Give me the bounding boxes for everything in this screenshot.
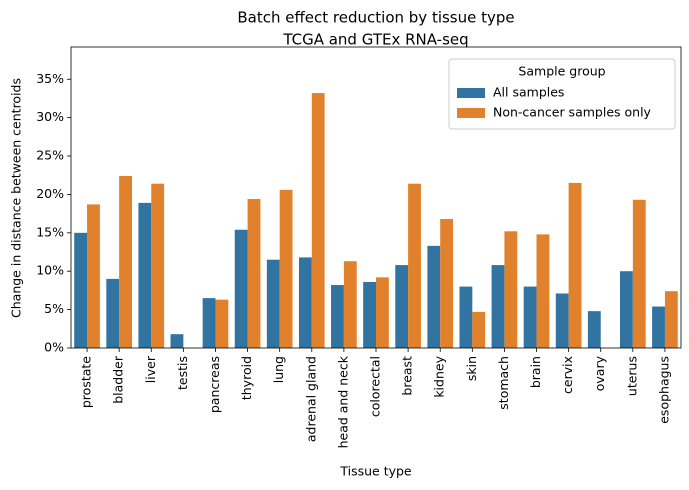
bar [343,261,357,348]
bar [472,311,486,348]
bar [215,299,229,348]
x-tick-label: uterus [624,356,639,396]
legend-box [448,58,676,130]
y-tick-label: 5% [44,301,64,316]
y-tick-label: 30% [36,109,64,124]
bar [440,219,454,348]
y-tick-label: 25% [36,148,64,163]
bar [266,259,280,348]
bar [408,183,421,348]
x-tick-label: prostate [79,356,94,408]
y-tick-label: 35% [36,71,64,86]
bar [536,234,550,348]
x-tick-label: stomach [496,356,511,410]
bar [298,257,312,348]
bar [555,293,569,348]
bar [568,182,582,348]
legend-title: Sample group [518,64,605,79]
bar [74,232,88,348]
x-tick-label: thyroid [239,356,254,400]
bar [620,271,633,348]
x-tick-label: esophagus [656,356,671,424]
bar [459,286,473,348]
x-tick-label: brain [528,356,543,388]
bar [395,265,409,348]
bar [234,229,248,348]
y-tick-label: 0% [44,340,64,355]
x-tick-label: bladder [111,355,126,404]
bar [202,298,216,348]
x-tick-label: head and neck [335,355,350,448]
legend-label: All samples [493,85,564,100]
bar [138,202,152,348]
bar [523,286,537,348]
x-tick-label: pancreas [207,356,222,413]
bar [664,291,678,348]
bar [376,277,389,348]
x-tick-label: kidney [432,355,447,397]
x-tick-label: ovary [592,355,607,391]
chart-title: Batch effect reduction by tissue type [237,9,514,27]
plot-frame [70,46,682,349]
legend-label: Non-cancer samples only [493,105,652,120]
x-tick-label: colorectal [368,356,383,417]
bar [652,306,665,348]
x-tick-label: testis [175,356,190,390]
bar [151,183,165,348]
bar [587,311,601,348]
x-tick-label: adrenal gland [303,356,318,442]
bar [632,199,646,348]
bar [279,189,293,348]
y-axis-label: Change in distance between centroids [9,78,24,318]
x-tick-label: lung [271,356,286,383]
bar [87,204,100,348]
bar [311,93,325,348]
bar [170,334,184,348]
x-tick-label: cervix [560,356,575,394]
bar [427,245,441,348]
bar [504,231,518,348]
y-tick-label: 10% [36,263,64,278]
y-tick-label: 15% [36,224,64,239]
bar [247,199,261,348]
x-axis-label: Tissue type [339,464,412,479]
y-tick-label: 20% [36,186,64,201]
bar [363,281,376,348]
chart-subtitle: TCGA and GTEx RNA-seq [282,31,468,49]
x-tick-label: liver [143,355,158,383]
bar [106,278,120,348]
legend-swatch [457,88,485,98]
x-tick-label: skin [464,356,479,381]
legend-swatch [457,108,485,118]
bar [491,265,505,348]
x-tick-label: breast [400,356,415,396]
bar [331,285,344,348]
bar [119,176,132,348]
